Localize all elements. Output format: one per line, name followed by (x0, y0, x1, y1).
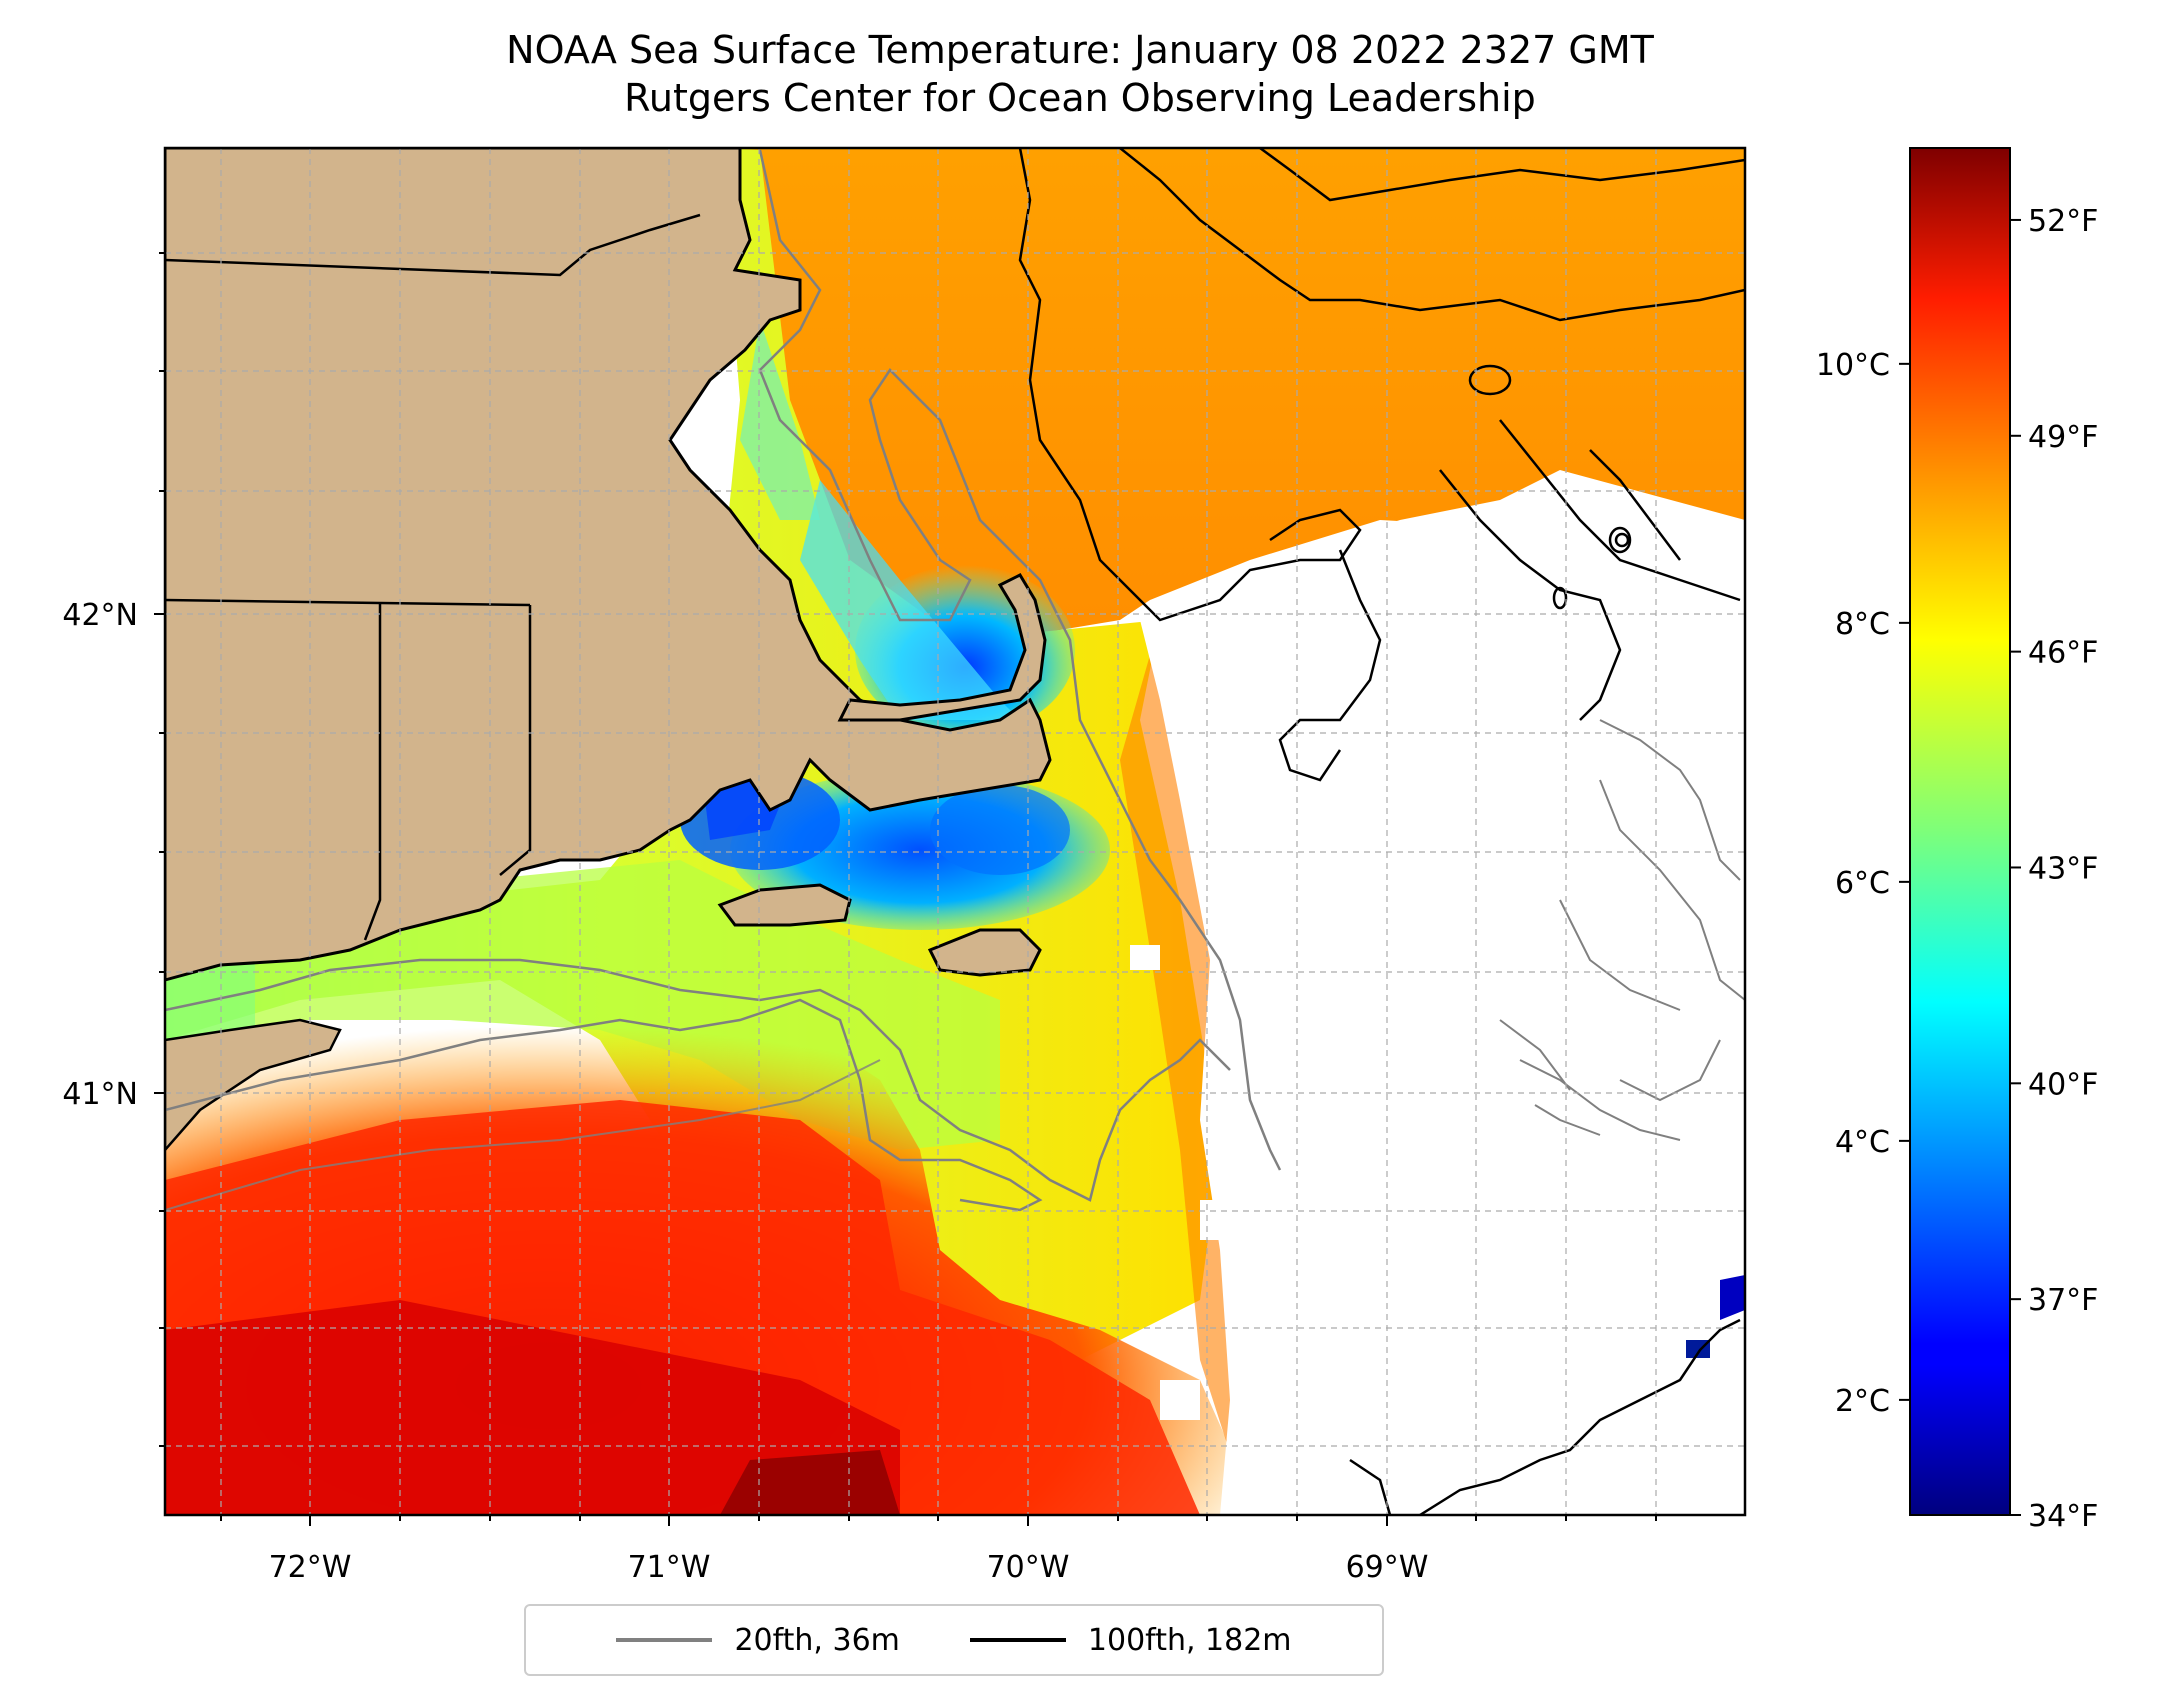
marthas-vineyard (717, 883, 852, 927)
lon-tick-labels: 72°W 71°W 70°W 69°W (269, 1550, 1429, 1585)
colorbar-f-tick-label: 40°F (2028, 1067, 2098, 1102)
cape-cod-land (837, 573, 1047, 722)
colorbar-c-tick-label: 2°C (1835, 1384, 1890, 1419)
colorbar-f-tick-label: 46°F (2028, 636, 2098, 671)
gridlines (165, 148, 1745, 1515)
legend-swatch-20fth (616, 1638, 713, 1642)
axis-ticks (154, 252, 1657, 1526)
colorbar-f-tick-label: 43°F (2028, 851, 2098, 886)
bathymetry-contours (165, 149, 1745, 1212)
lon-tick-label: 69°W (1346, 1550, 1429, 1585)
lat-tick-label: 42°N (62, 598, 138, 633)
contour-20fth (758, 149, 1282, 1171)
colorbar-c-tick-label: 10°C (1816, 348, 1890, 383)
lon-tick-label: 71°W (628, 1550, 711, 1585)
colorbar-f-tick-label: 34°F (2028, 1499, 2098, 1534)
colorbar-f-tick-label: 49°F (2028, 420, 2098, 455)
lat-tick-labels: 42°N 41°N (62, 598, 138, 1112)
legend-label-20fth: 20fth, 36m (734, 1622, 900, 1658)
contour-legend: 20fth, 36m 100fth, 182m (524, 1604, 1384, 1676)
lat-tick-label: 41°N (62, 1077, 138, 1112)
colorbar-celsius-ticks: 2°C 4°C 6°C 8°C 10°C (1816, 348, 1910, 1419)
colorbar-c-tick-label: 8°C (1835, 607, 1890, 642)
colorbar-fahrenheit-ticks: 34°F 37°F 40°F 43°F 46°F 49°F 52°F (2010, 204, 2098, 1534)
land (165, 148, 1052, 1152)
colorbar-c-tick-label: 4°C (1835, 1125, 1890, 1160)
chart-title: NOAA Sea Surface Temperature: January 08… (0, 26, 2160, 122)
colorbar-gradient (1909, 147, 2011, 1516)
colorbar: 34°F 37°F 40°F 43°F 46°F 49°F 52°F 2°C 4°C 6°C 8°… (1816, 147, 2098, 1534)
colorbar-c-tick-label: 6°C (1835, 866, 1890, 901)
map-frame (163, 146, 1747, 1517)
new-england-land (165, 148, 1052, 982)
lon-tick-label: 72°W (269, 1550, 352, 1585)
long-island (165, 1018, 342, 1152)
sst-field (165, 148, 1745, 1515)
colorbar-f-tick-label: 52°F (2028, 204, 2098, 239)
nantucket (927, 928, 1042, 977)
legend-entry-20fth: 20fth, 36m (616, 1622, 900, 1658)
title-line-2: Rutgers Center for Ocean Observing Leade… (624, 76, 1536, 120)
lon-tick-label: 70°W (987, 1550, 1070, 1585)
colorbar-f-tick-label: 37°F (2028, 1283, 2098, 1318)
legend-swatch-100fth (969, 1638, 1066, 1642)
title-line-1: NOAA Sea Surface Temperature: January 08… (506, 28, 1654, 72)
bathymetry-contours-100fth (1018, 148, 1745, 1515)
legend-label-100fth: 100fth, 182m (1087, 1622, 1292, 1658)
legend-entry-100fth: 100fth, 182m (969, 1622, 1292, 1658)
